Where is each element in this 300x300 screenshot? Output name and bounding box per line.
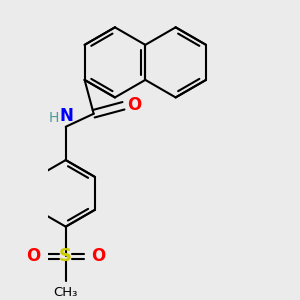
Text: O: O (127, 96, 141, 114)
Text: S: S (59, 248, 72, 266)
Text: O: O (26, 248, 40, 266)
Text: O: O (91, 248, 105, 266)
Text: CH₃: CH₃ (53, 286, 78, 299)
Text: H: H (49, 111, 59, 125)
Text: N: N (59, 107, 74, 125)
